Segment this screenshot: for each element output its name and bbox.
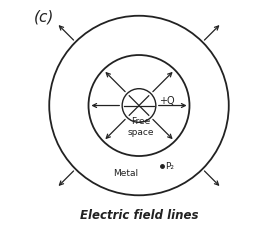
Text: (c): (c) (34, 9, 54, 24)
Text: P₂: P₂ (165, 162, 174, 171)
Text: +Q: +Q (159, 96, 174, 106)
Text: Metal: Metal (113, 169, 138, 178)
Text: Electric field lines: Electric field lines (80, 209, 198, 222)
Text: Free
space: Free space (128, 117, 155, 137)
